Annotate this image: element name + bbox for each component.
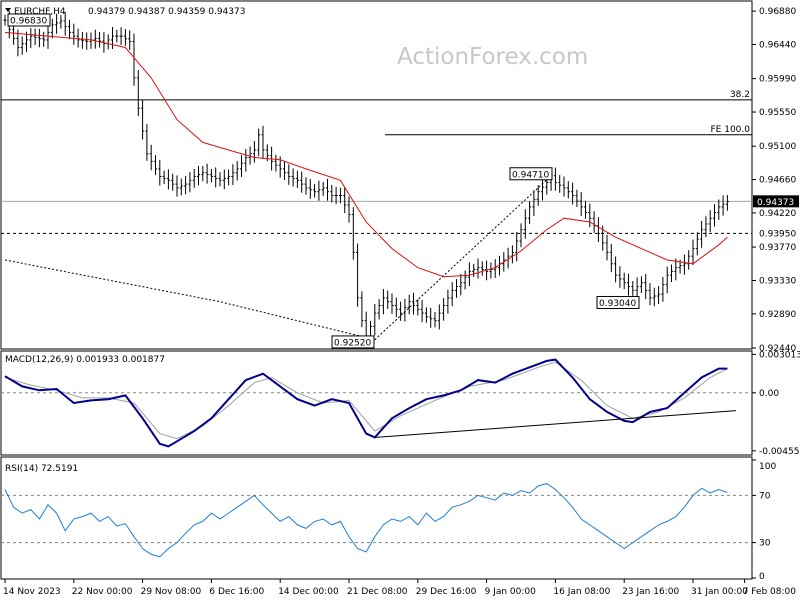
price-trendline — [374, 175, 552, 341]
time-tick-label: 22 Nov 00:00 — [72, 587, 133, 597]
watermark: ActionForex.com — [397, 44, 588, 70]
rsi-y-tick-label: 30 — [759, 539, 771, 549]
time-tick-label: 14 Dec 00:00 — [278, 587, 339, 597]
rsi-line — [4, 483, 728, 558]
price-header-symbol: EURCHF,H4 — [14, 7, 66, 17]
time-tick-label: 21 Dec 08:00 — [347, 587, 408, 597]
price-y-tick-label: 0.93330 — [759, 276, 796, 286]
time-tick-label: 16 Jan 08:00 — [553, 587, 610, 597]
time-tick-label: 23 Jan 16:00 — [622, 587, 679, 597]
rsi-y-tick-label: 0 — [759, 572, 765, 582]
time-tick-label: 29 Nov 08:00 — [141, 587, 202, 597]
support-level-label: 0.93950 — [759, 229, 796, 239]
price-panel-frame — [0, 0, 753, 350]
macd-y-axis: 0.003013 0.00 -0.00455 — [752, 350, 800, 457]
price-annotation-label: 0.92520 — [334, 338, 371, 348]
current-price-box — [753, 195, 799, 208]
price-y-axis: 0.96880 0.96440 0.95990 0.95550 0.95100 0.946… — [752, 7, 799, 354]
price-annotation-box — [509, 167, 553, 181]
time-tick-label: 31 Jan 00:00 — [691, 587, 748, 597]
price-y-tick-label: 0.96880 — [759, 7, 796, 17]
time-tick-label: 9 Jan 00:00 — [485, 587, 537, 597]
macd-label: MACD(12,26,9) 0.001933 0.001877 — [5, 355, 165, 365]
time-tick-label: 14 Nov 2023 — [3, 587, 61, 597]
rsi-y-tick-label: 100 — [759, 462, 776, 472]
price-annotation-box — [331, 335, 375, 349]
price-y-tick-label: 0.95550 — [759, 108, 796, 118]
price-y-tick-label: 0.96440 — [759, 40, 796, 50]
price-y-tick-label: 0.94660 — [759, 176, 796, 186]
macd-y-tick-label: 0.003013 — [759, 350, 800, 360]
price-y-tick-label: 0.95100 — [759, 142, 796, 152]
price-annotations: 0.96830 0.92520 0.94710 0.93040 — [7, 13, 640, 349]
price-annotation-box — [596, 295, 640, 309]
macd-trendline — [374, 410, 737, 438]
price-y-tick-label: 0.94220 — [759, 209, 796, 219]
rsi-y-axis: 100 70 30 0 — [752, 459, 776, 582]
rsi-levels — [1, 494, 752, 544]
time-axis: 14 Nov 2023 22 Nov 00:00 29 Nov 08:00 6 Dec… — [3, 579, 796, 597]
macd-y-tick-label: -0.00455 — [759, 447, 799, 457]
price-y-tick-label: 0.95990 — [759, 75, 796, 85]
price-levels: 38.2 FE 100.0 0.93950 — [1, 90, 796, 239]
price-bars — [3, 11, 729, 349]
rsi-label: RSI(14) 72.5191 — [5, 464, 78, 474]
macd-y-tick-label: 0.00 — [759, 389, 779, 399]
price-header-ohlc: 0.94379 0.94387 0.94359 0.94373 — [88, 7, 245, 17]
rsi-y-tick-label: 70 — [759, 491, 771, 501]
moving-average-line — [4, 31, 728, 278]
fe-100-label: FE 100.0 — [711, 125, 751, 135]
macd-panel-frame — [0, 350, 753, 456]
macd-line — [4, 358, 728, 448]
price-y-tick-label: 0.92890 — [759, 310, 796, 320]
price-annotation-box — [7, 13, 51, 27]
time-tick-label: 29 Dec 16:00 — [416, 587, 477, 597]
collapse-triangle-icon[interactable] — [5, 8, 11, 12]
current-price-label: 0.94373 — [757, 198, 794, 208]
price-y-tick-label: 0.92440 — [759, 344, 796, 354]
fib-38-label: 38.2 — [730, 90, 750, 100]
time-tick-label: 6 Dec 16:00 — [209, 587, 264, 597]
price-y-tick-label: 0.93770 — [759, 243, 796, 253]
long-moving-average-line — [4, 259, 375, 341]
price-annotation-label: 0.96830 — [10, 17, 47, 27]
rsi-panel-frame — [0, 456, 753, 580]
price-annotation-label: 0.94710 — [512, 170, 549, 180]
price-annotation-label: 0.93040 — [599, 299, 636, 309]
macd-signal-line — [4, 361, 728, 440]
time-tick-label: 7 Feb 08:00 — [743, 587, 797, 597]
